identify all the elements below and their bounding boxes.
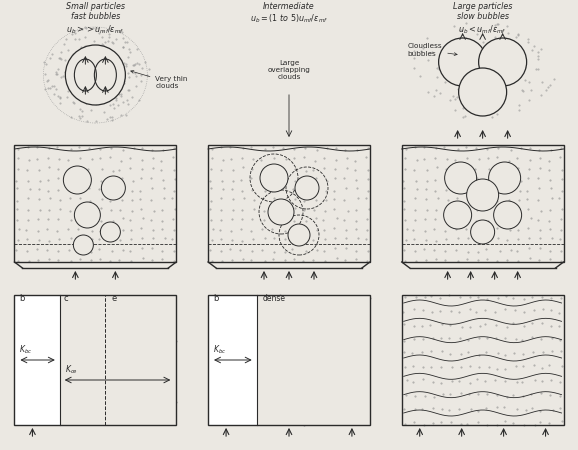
Text: Intermediate
$u_b=(1$ to $5) u_{mf}/\varepsilon_{mf}$: Intermediate $u_b=(1$ to $5) u_{mf}/\var… <box>250 2 328 25</box>
Text: b: b <box>213 294 218 303</box>
Text: Small particles
fast bubbles
$u_b>>u_{mf}/\varepsilon_{mf}$: Small particles fast bubbles $u_b>>u_{mf… <box>66 2 125 36</box>
Circle shape <box>466 179 499 211</box>
Bar <box>208 295 370 425</box>
Circle shape <box>101 222 120 242</box>
Circle shape <box>444 201 472 229</box>
Circle shape <box>73 235 94 255</box>
Circle shape <box>268 199 294 225</box>
Circle shape <box>101 176 125 200</box>
Circle shape <box>295 176 319 200</box>
Circle shape <box>488 162 521 194</box>
Text: Very thin
clouds: Very thin clouds <box>131 71 188 90</box>
Text: Cloudless
bubbles: Cloudless bubbles <box>407 44 457 57</box>
Text: e: e <box>111 294 116 303</box>
Text: dense: dense <box>262 294 286 303</box>
Text: Large
overlapping
clouds: Large overlapping clouds <box>268 60 310 80</box>
Bar <box>208 145 370 262</box>
Circle shape <box>65 45 125 105</box>
Text: $K_{bc}$: $K_{bc}$ <box>20 344 33 356</box>
Circle shape <box>494 201 521 229</box>
Bar <box>14 295 60 425</box>
Text: Large particles
slow bubbles
$u_b<u_{mf}/\varepsilon_{mf}$: Large particles slow bubbles $u_b<u_{mf}… <box>453 2 512 36</box>
Text: $K_{ce}$: $K_{ce}$ <box>65 364 78 377</box>
Bar <box>208 295 257 425</box>
Circle shape <box>439 38 487 86</box>
Circle shape <box>75 202 101 228</box>
Bar <box>60 295 105 425</box>
Text: b: b <box>20 294 25 303</box>
Bar <box>105 295 176 425</box>
Bar <box>257 295 370 425</box>
Bar <box>14 145 176 262</box>
Text: $K_{bc}$: $K_{bc}$ <box>213 344 227 356</box>
Circle shape <box>260 164 288 192</box>
Circle shape <box>479 38 527 86</box>
Circle shape <box>288 224 310 246</box>
Circle shape <box>64 166 91 194</box>
Bar <box>14 295 176 425</box>
Circle shape <box>444 162 477 194</box>
Bar <box>402 145 564 262</box>
Bar <box>402 295 564 425</box>
Text: c: c <box>64 294 68 303</box>
Circle shape <box>458 68 507 116</box>
Circle shape <box>470 220 495 244</box>
